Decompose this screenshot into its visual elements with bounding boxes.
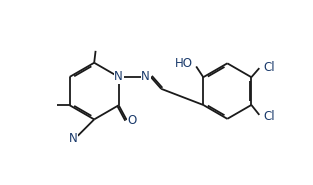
Text: O: O xyxy=(127,114,136,127)
Text: N: N xyxy=(114,70,123,83)
Text: HO: HO xyxy=(175,57,193,70)
Text: N: N xyxy=(69,132,77,145)
Text: N: N xyxy=(141,70,150,83)
Text: Cl: Cl xyxy=(264,60,275,73)
Text: Cl: Cl xyxy=(264,110,275,122)
